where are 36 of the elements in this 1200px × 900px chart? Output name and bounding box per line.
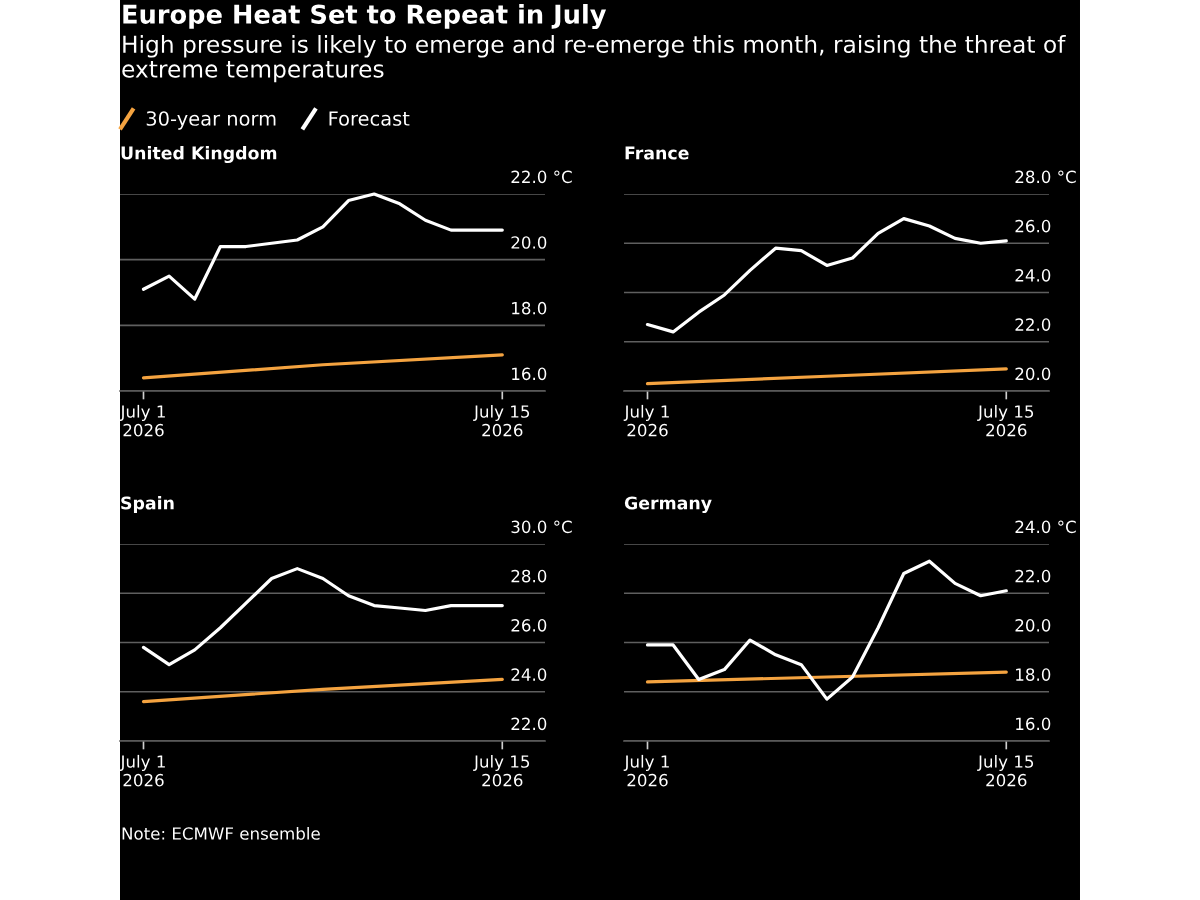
x-tick-label: July 1 2026 xyxy=(623,754,669,787)
x-tick-label: July 1 2026 xyxy=(119,404,165,437)
y-tick-label: 22.0 xyxy=(1015,569,1051,583)
y-tick-label: 16.0 xyxy=(512,367,547,381)
y-tick-label: 24.0 xyxy=(511,668,547,681)
y-tick-label: 16.0 xyxy=(1016,717,1051,731)
chart-title: Spain xyxy=(121,496,174,513)
y-tick-label: 24.0 °C xyxy=(1015,520,1076,534)
legend-label: 30-year norm xyxy=(146,111,276,130)
text: Europe Heat Set to Repeat in July xyxy=(123,4,607,30)
legend-label: Forecast xyxy=(329,111,410,126)
text: High pressure is likely to emerge and re-emerge this month, raising the threat of extreme temperatures xyxy=(122,35,1066,83)
chart-title: France xyxy=(625,146,689,160)
text: Note: ECMWF ensemble xyxy=(122,826,320,840)
y-tick-label: 22.0 xyxy=(1015,318,1051,331)
y-tick-label: 20.0 xyxy=(1015,619,1051,632)
y-tick-label: 26.0 xyxy=(511,619,547,632)
y-tick-label: 18.0 xyxy=(1016,668,1051,681)
y-tick-label: 28.0 °C xyxy=(1015,170,1076,184)
x-tick-label: July 15 2026 xyxy=(977,754,1034,787)
chart-title: United Kingdom xyxy=(121,146,277,164)
x-tick-label: July 15 2026 xyxy=(473,404,530,437)
x-tick-label: July 15 2026 xyxy=(977,404,1034,437)
y-tick-label: 26.0 xyxy=(1015,219,1051,233)
y-tick-label: 20.0 xyxy=(1015,367,1051,381)
x-tick-label: July 15 2026 xyxy=(473,754,530,787)
y-tick-label: 24.0 xyxy=(1015,269,1051,282)
x-tick-label: July 1 2026 xyxy=(119,754,165,787)
x-tick-label: July 1 2026 xyxy=(623,404,669,437)
chart-title: Germany xyxy=(624,496,712,514)
y-tick-label: 28.0 xyxy=(511,569,547,583)
y-tick-label: 20.0 xyxy=(511,236,547,249)
y-tick-label: 22.0 xyxy=(511,717,547,731)
y-tick-label: 22.0 °C xyxy=(511,170,572,184)
y-tick-label: 30.0 °C xyxy=(511,520,572,534)
y-tick-label: 18.0 xyxy=(512,301,547,315)
